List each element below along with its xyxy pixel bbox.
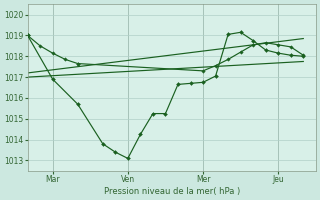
X-axis label: Pression niveau de la mer( hPa ): Pression niveau de la mer( hPa ) [104, 187, 240, 196]
